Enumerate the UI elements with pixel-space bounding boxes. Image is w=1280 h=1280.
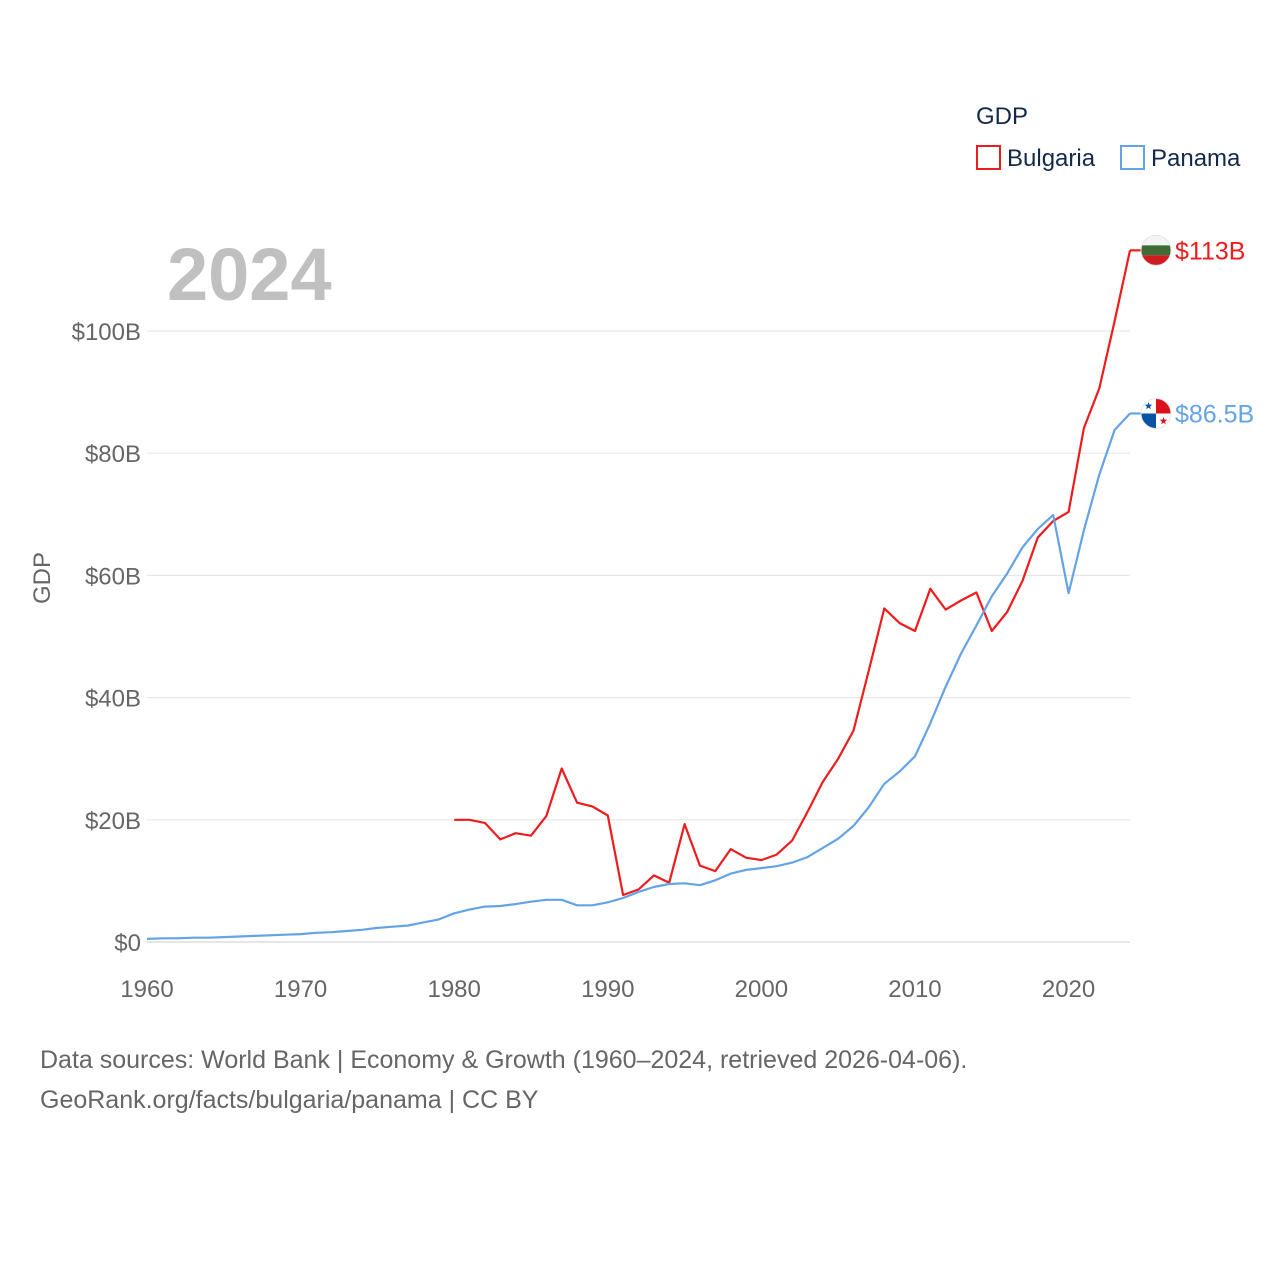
- series-end-label-panama: $86.5B: [1175, 400, 1254, 428]
- series-end-label-bulgaria: $113B: [1175, 237, 1245, 265]
- series-end-markers: $113B $86.5B: [1130, 234, 1254, 429]
- year-watermark: 2024: [167, 233, 332, 316]
- y-tick-label: $20B: [85, 808, 141, 835]
- x-tick-label: 1990: [581, 976, 634, 1003]
- data-source-footer: Data sources: World Bank | Economy & Gro…: [40, 1040, 967, 1120]
- x-axis-ticks: 1960 1970 1980 1990 2000 2010 2020: [120, 976, 1095, 1003]
- y-tick-label: $80B: [85, 441, 141, 468]
- x-tick-label: 2000: [735, 976, 788, 1003]
- series-layer: [146, 250, 1132, 940]
- y-tick-label: $60B: [85, 563, 141, 590]
- y-tick-label: $0: [114, 930, 141, 957]
- attribution-line: GeoRank.org/facts/bulgaria/panama | CC B…: [40, 1086, 539, 1114]
- y-tick-label: $100B: [72, 319, 141, 346]
- bulgaria-flag-icon: [1141, 235, 1171, 266]
- flag-border: [1140, 397, 1172, 429]
- y-axis-ticks: $0 $20B $40B $60B $80B $100B: [72, 319, 141, 957]
- series-line-panama: [146, 412, 1131, 940]
- y-axis-label: GDP: [29, 552, 56, 604]
- legend-swatch-panama[interactable]: [1120, 145, 1145, 170]
- series-line-bulgaria: [454, 250, 1132, 897]
- x-tick-label: 1970: [274, 976, 327, 1003]
- legend-label-bulgaria[interactable]: Bulgaria: [1007, 145, 1096, 172]
- legend-swatch-bulgaria[interactable]: [976, 145, 1001, 170]
- x-tick-label: 1980: [427, 976, 480, 1003]
- data-source-line: Data sources: World Bank | Economy & Gro…: [40, 1046, 968, 1074]
- y-tick-label: $40B: [85, 686, 141, 713]
- gridlines: [147, 330, 1130, 943]
- legend-title: GDP: [976, 103, 1028, 130]
- x-tick-label: 1960: [120, 976, 173, 1003]
- panama-flag-icon: [1141, 398, 1171, 429]
- gdp-line-chart: $0 $20B $40B $60B $80B $100B 1960 1970 1980 1990…: [29, 103, 1254, 1003]
- legend: GDP Bulgaria Panama: [976, 103, 1241, 172]
- x-tick-label: 2010: [888, 976, 941, 1003]
- legend-label-panama[interactable]: Panama: [1151, 145, 1241, 172]
- x-tick-label: 2020: [1042, 976, 1095, 1003]
- flag-border: [1140, 234, 1172, 266]
